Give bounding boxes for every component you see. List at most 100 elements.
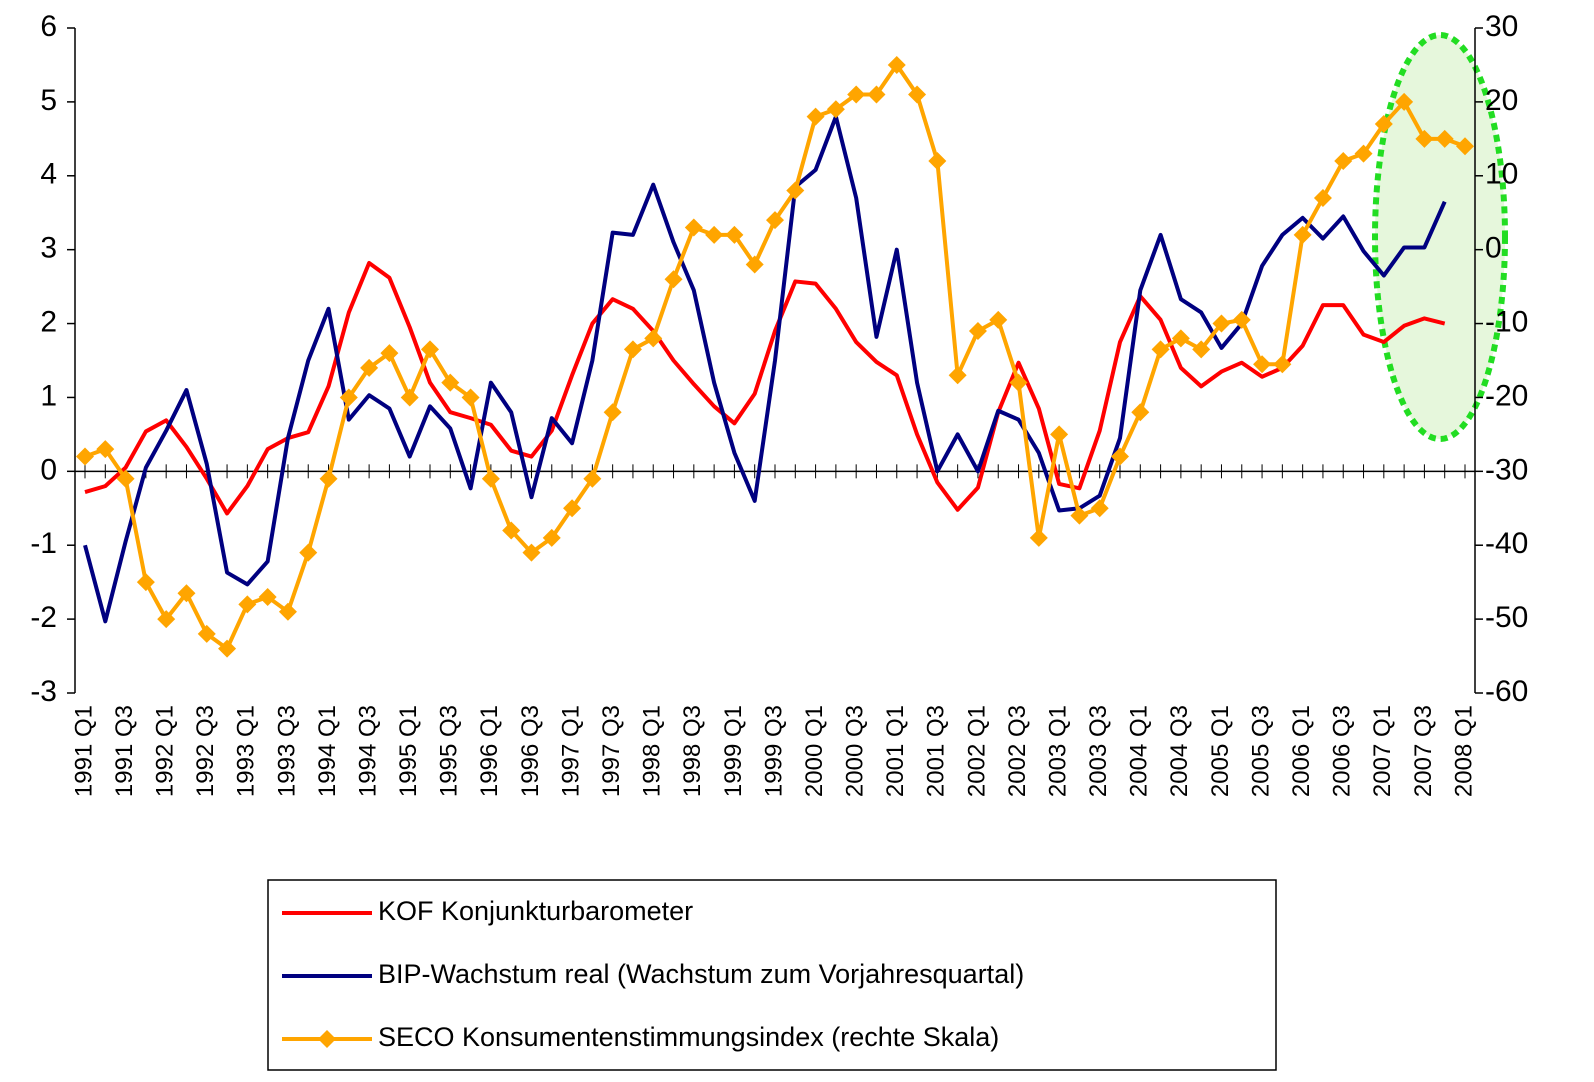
x-tick-label: 1994 Q3	[354, 705, 381, 797]
marker	[218, 639, 237, 658]
marker	[847, 85, 866, 104]
y2-tick-label: -10	[1485, 305, 1528, 338]
marker	[76, 447, 94, 466]
x-tick-label: 2007 Q1	[1369, 705, 1396, 797]
x-tick-label: 1995 Q1	[395, 705, 422, 797]
x-tick-label: 1993 Q3	[273, 705, 300, 797]
x-tick-label: 1992 Q1	[152, 705, 179, 797]
x-tick-label: 1998 Q3	[679, 705, 706, 797]
marker	[1131, 403, 1150, 422]
marker	[1232, 310, 1251, 329]
x-tick-label: 2000 Q3	[842, 705, 869, 797]
marker	[441, 373, 460, 392]
legend-label: SECO Konsumentenstimmungsindex (rechte S…	[378, 1022, 999, 1052]
marker	[705, 225, 724, 244]
x-tick-label: 1995 Q3	[436, 705, 463, 797]
series-line	[84, 260, 1446, 516]
y2-tick-label: -40	[1485, 527, 1528, 560]
y2-tick-label: 10	[1485, 158, 1518, 191]
y-tick-label: 4	[40, 158, 57, 191]
marker	[1273, 355, 1292, 374]
marker	[1009, 373, 1028, 392]
x-tick-label: 2008 Q1	[1450, 705, 1477, 797]
marker	[968, 321, 987, 340]
x-tick-label: 1993 Q1	[233, 705, 260, 797]
marker	[278, 602, 297, 621]
marker	[1354, 144, 1373, 163]
y2-tick-label: 0	[1485, 232, 1502, 265]
marker	[1090, 499, 1109, 518]
y-tick-label: 2	[40, 305, 57, 338]
x-tick-label: 2003 Q3	[1085, 705, 1112, 797]
marker	[1171, 329, 1190, 348]
x-tick-label: 2005 Q1	[1207, 705, 1234, 797]
y-tick-label: -3	[30, 675, 57, 708]
x-tick-label: 1994 Q1	[314, 705, 341, 797]
legend-box	[267, 879, 1277, 1071]
marker	[1415, 129, 1434, 148]
y2-tick-label: -20	[1485, 379, 1528, 412]
marker	[522, 543, 541, 562]
marker	[603, 403, 622, 422]
marker	[238, 595, 257, 614]
legend-label: BIP-Wachstum real (Wachstum zum Vorjahre…	[378, 959, 1024, 989]
marker	[96, 440, 115, 459]
marker	[258, 587, 277, 606]
marker	[1192, 340, 1211, 359]
marker	[766, 211, 784, 230]
marker	[1334, 152, 1353, 170]
y2-tick-label: -30	[1485, 453, 1528, 486]
marker	[1313, 188, 1332, 207]
x-tick-label: 1992 Q3	[192, 705, 219, 797]
marker	[136, 573, 155, 592]
marker	[644, 329, 663, 348]
marker	[684, 218, 703, 237]
x-tick-label: 2005 Q3	[1247, 705, 1274, 797]
marker	[806, 107, 825, 126]
series-line	[83, 114, 1447, 624]
marker	[725, 225, 744, 244]
marker	[157, 610, 176, 629]
marker	[502, 521, 521, 540]
marker	[481, 469, 500, 488]
x-tick-label: 1997 Q3	[598, 705, 625, 797]
marker	[1029, 528, 1048, 547]
legend-marker	[318, 1030, 336, 1048]
marker	[116, 469, 135, 488]
marker	[319, 469, 338, 488]
x-tick-label: 1998 Q1	[639, 705, 666, 797]
marker	[400, 388, 419, 407]
y2-tick-label: -50	[1485, 601, 1528, 634]
x-tick-label: 2003 Q1	[1044, 705, 1071, 797]
marker	[1253, 355, 1272, 374]
marker	[908, 85, 927, 104]
y-tick-label: 5	[40, 84, 57, 117]
marker	[1111, 447, 1129, 466]
x-tick-label: 2006 Q1	[1288, 705, 1315, 797]
x-tick-label: 2001 Q1	[882, 705, 909, 797]
marker	[1293, 225, 1312, 244]
marker	[664, 270, 683, 289]
marker	[339, 388, 358, 407]
marker	[1050, 425, 1069, 444]
marker	[826, 100, 845, 119]
x-tick-label: 1999 Q1	[720, 705, 747, 797]
y2-tick-label: -60	[1485, 675, 1528, 708]
marker	[1435, 129, 1454, 148]
marker	[1374, 115, 1393, 134]
marker	[421, 340, 439, 359]
marker	[867, 85, 886, 104]
y2-tick-label: 20	[1485, 84, 1518, 117]
x-tick-label: 2004 Q3	[1166, 705, 1193, 797]
marker	[583, 469, 602, 488]
y-tick-label: -1	[30, 527, 57, 560]
x-tick-label: 2006 Q3	[1329, 705, 1356, 797]
marker	[623, 340, 642, 359]
y-tick-label: 3	[40, 232, 57, 265]
marker	[928, 152, 947, 170]
marker	[786, 181, 805, 200]
x-tick-label: 1996 Q1	[476, 705, 503, 797]
marker	[360, 358, 379, 377]
x-tick-label: 1996 Q3	[517, 705, 544, 797]
